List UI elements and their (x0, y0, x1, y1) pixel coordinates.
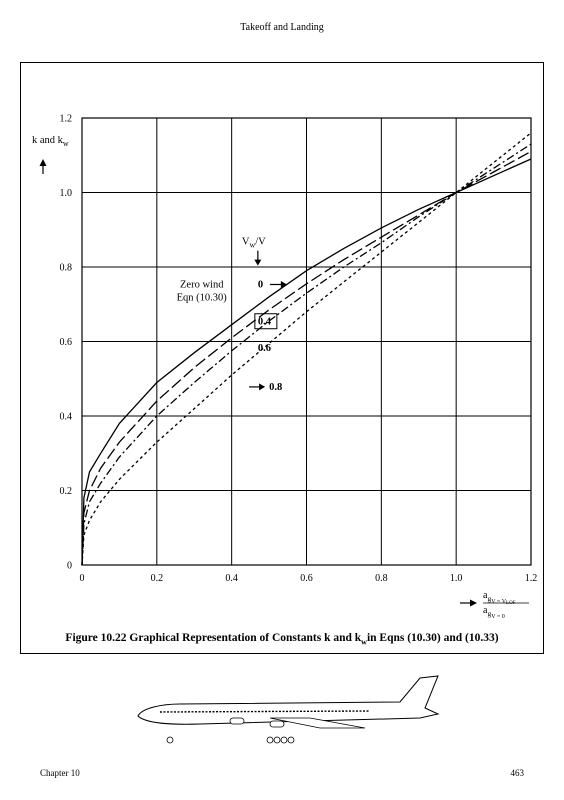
y-tick-label: 0.6 (60, 337, 73, 348)
x-tick-label: 0.6 (300, 573, 313, 584)
x-axis-label-num-part: V = V (491, 599, 507, 605)
y-axis-label: k and kw (32, 135, 69, 148)
grid (81, 117, 532, 566)
caption-prefix: Figure 10.22 Graphical Representation of… (65, 632, 362, 644)
airplane-wheel (273, 736, 281, 744)
x-tick-label: 1.0 (450, 573, 463, 584)
vw-label: Vw/V (242, 237, 266, 250)
series-label-0-8: 0.8 (269, 382, 282, 393)
plot-area (81, 117, 532, 566)
zero-wind-label: Zero wind (180, 279, 224, 290)
y-axis-label-main: k and k (32, 135, 64, 146)
y-tick-label: 0.4 (60, 412, 73, 423)
vw-label-part: V (242, 237, 250, 248)
y-axis-arrow-head (39, 159, 47, 166)
x-tick-label: 0 (80, 573, 85, 584)
airplane-wing (269, 717, 366, 729)
x-axis-label-num-part: LOF (506, 601, 516, 606)
running-head: Takeoff and Landing (240, 22, 324, 33)
x-axis-label-num-part: g (487, 594, 491, 603)
x-axis-label-den-part: V = 0 (491, 614, 505, 620)
footer-page-number: 463 (510, 768, 525, 778)
series-line-0 (81, 158, 532, 566)
airplane-nose-wheel (166, 736, 174, 744)
x-axis-label-numerator: agV = VLOF (483, 590, 516, 606)
y-axis-label-sub: w (63, 139, 69, 148)
airplane-fuselage (137, 675, 440, 725)
x-axis-arrow-head (470, 599, 477, 607)
figure-caption: Figure 10.22 Graphical Representation of… (20, 632, 544, 646)
airplane-wheel (280, 736, 288, 744)
caption-subscript: w (361, 637, 367, 647)
tick-labels: 0 0.2 0.4 0.6 0.8 1.0 1.2 0 0.2 0.4 0.6 0.8 1.0 1.2 (60, 114, 538, 585)
x-tick-label: 0.2 (151, 573, 164, 584)
x-tick-label: 0.8 (375, 573, 388, 584)
y-tick-label: 1.0 (60, 188, 73, 199)
x-axis-label-den-part: g (487, 609, 491, 618)
airplane-wheel (266, 736, 274, 744)
y-tick-label: 0.2 (60, 486, 73, 497)
airplane-window-line (159, 710, 371, 713)
x-axis-label-denominator: agV = 0 (483, 605, 505, 620)
vw-arrow-head (254, 259, 262, 266)
series-label-0: 0 (258, 279, 263, 290)
series-line-0-4 (81, 150, 532, 566)
x-tick-label: 1.2 (525, 573, 538, 584)
x-axis-label-num-part: a (483, 590, 488, 601)
y-tick-label: 0.8 (60, 263, 73, 274)
vw-label-part: /V (255, 237, 266, 248)
airplane-engine (269, 720, 285, 728)
vw-label-part: w (249, 241, 255, 250)
x-axis-label-den-part: a (483, 605, 488, 616)
series-label-box (254, 313, 278, 330)
series-label-arrow-head (280, 280, 287, 288)
series-label-arrow-head (259, 383, 266, 391)
airplane-wheel (287, 736, 295, 744)
caption-suffix: in Eqns (10.30) and (10.33) (366, 632, 499, 644)
x-tick-label: 0.4 (225, 573, 238, 584)
airplane-engine (229, 717, 245, 725)
zero-wind-label: Eqn (10.30) (177, 292, 228, 303)
series-line-0-8 (81, 132, 532, 566)
series-group (81, 132, 532, 566)
chart: 0 0.2 0.4 0.6 0.8 1.0 1.2 0 0.2 0.4 0.6 0.8 1.0 1.2 k… (32, 114, 538, 621)
series-label-0-6: 0.6 (258, 343, 271, 354)
y-tick-label: 1.2 (60, 114, 73, 125)
figure-frame (20, 62, 544, 654)
y-tick-label: 0 (67, 561, 72, 572)
series-label-0-4: 0.4 (258, 317, 272, 328)
airplane-illustration (137, 675, 440, 744)
footer-chapter: Chapter 10 (40, 768, 80, 778)
